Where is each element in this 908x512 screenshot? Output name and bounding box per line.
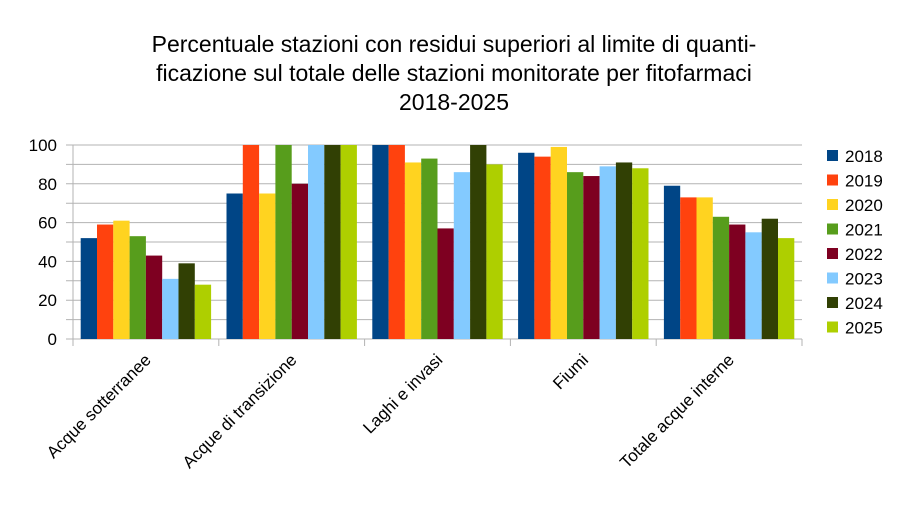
legend-label: 2025 (845, 319, 883, 338)
bar-2020 (113, 220, 130, 339)
bar-2023 (453, 172, 471, 339)
x-category-label: Totale acque interne (616, 350, 738, 472)
legend: 2018 2019 2020 2021 2022 2023 2024 2025 (827, 147, 883, 338)
bar-2025 (194, 284, 212, 339)
bar-2021 (712, 216, 730, 339)
bar-2018 (663, 185, 681, 339)
bar-2022 (291, 183, 308, 339)
x-category-label: Laghi e invasi (359, 350, 446, 437)
bar-2022 (145, 255, 163, 339)
bar-2021 (421, 158, 438, 339)
bar-2022 (583, 176, 600, 339)
x-category-label: Fiumi (549, 350, 592, 393)
bar-2021 (129, 236, 146, 339)
bar-2024 (324, 145, 341, 339)
bar-2023 (599, 166, 616, 339)
bar-2023 (162, 278, 179, 339)
legend-label: 2018 (845, 147, 883, 166)
bar-2024 (615, 162, 633, 339)
bar-2025 (632, 168, 649, 339)
bar-2025 (340, 145, 357, 339)
x-category-label: Acque di transizione (179, 350, 301, 472)
y-tick-label: 0 (48, 330, 57, 349)
bar-2019 (242, 145, 260, 339)
legend-label: 2019 (845, 172, 883, 191)
bar-2019 (388, 145, 405, 339)
legend-label: 2024 (845, 294, 883, 313)
y-tick-label: 20 (38, 291, 57, 310)
bar-2020 (696, 197, 713, 339)
legend-swatch-2018 (827, 150, 838, 161)
bar-2018 (80, 238, 97, 339)
chart-title-line-1: Percentuale stazioni con residui superio… (152, 31, 757, 57)
bar-2020 (259, 193, 276, 339)
bar-2025 (486, 164, 503, 339)
bar-2024 (178, 263, 195, 339)
chart-title-line-3: 2018-2025 (399, 89, 509, 115)
bar-2019 (680, 197, 697, 339)
bars (80, 145, 795, 339)
y-tick-label: 80 (38, 175, 57, 194)
legend-swatch-2021 (827, 223, 838, 235)
legend-label: 2023 (845, 270, 883, 289)
chart-title-line-2: ficazione sul totale delle stazioni moni… (156, 60, 752, 86)
bar-2020 (550, 146, 567, 339)
chart-title: Percentuale stazioni con residui superio… (152, 31, 757, 115)
bar-2023 (308, 145, 325, 339)
bar-2024 (761, 218, 778, 339)
bar-2018 (226, 193, 243, 339)
legend-label: 2022 (845, 245, 883, 264)
legend-swatch-2025 (827, 321, 838, 333)
legend-label: 2021 (845, 221, 883, 240)
legend-swatch-2023 (827, 272, 838, 284)
x-category-label: Acque sotterranee (43, 350, 155, 462)
bar-2023 (745, 232, 762, 339)
bar-2022 (729, 224, 746, 339)
bar-2021 (275, 145, 292, 339)
legend-swatch-2024 (827, 297, 838, 308)
bar-2021 (567, 172, 584, 339)
bar-2020 (404, 162, 422, 339)
bar-2025 (778, 238, 795, 339)
bar-2018 (372, 145, 389, 339)
legend-swatch-2019 (827, 174, 838, 186)
legend-swatch-2020 (827, 199, 838, 210)
bar-2019 (97, 224, 114, 339)
legend-swatch-2022 (827, 248, 838, 259)
bar-2019 (534, 156, 551, 339)
legend-label: 2020 (845, 196, 883, 215)
bar-2018 (518, 152, 535, 339)
y-tick-label: 100 (29, 136, 57, 155)
y-tick-label: 60 (38, 214, 57, 233)
y-tick-label: 40 (38, 252, 57, 271)
bar-2022 (437, 228, 454, 339)
bar-2024 (470, 145, 487, 339)
